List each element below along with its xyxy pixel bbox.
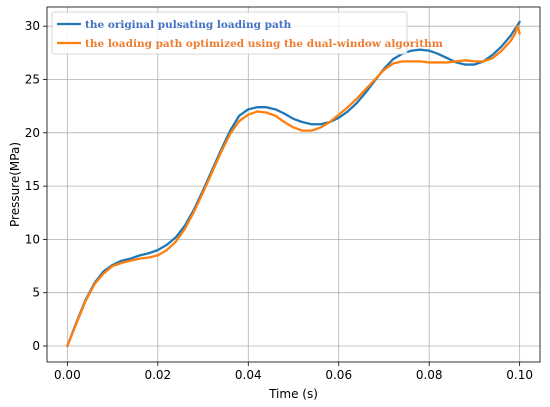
x-axis-title: Time (s) xyxy=(268,387,318,401)
legend: the original pulsating loading path the … xyxy=(51,11,443,55)
x-tick-label: 0.02 xyxy=(144,368,171,382)
plot-area-frame xyxy=(46,6,541,363)
x-tick-label: 0.00 xyxy=(54,368,81,382)
y-tick-label: 0 xyxy=(32,339,40,353)
y-tick-label: 30 xyxy=(25,19,40,33)
series-line-original xyxy=(66,20,521,348)
axis-ticks: 0.00 0.02 0.04 0.06 0.08 0.10 0 5 10 15 20 25 30 xyxy=(25,19,533,382)
y-tick-label: 5 xyxy=(32,286,40,300)
x-tick-label: 0.06 xyxy=(325,368,352,382)
y-axis-title: Pressure(MPa) xyxy=(8,142,22,227)
legend-box xyxy=(51,11,408,55)
series-layer xyxy=(66,20,521,348)
x-tick-label: 0.08 xyxy=(416,368,443,382)
x-tick-label: 0.10 xyxy=(506,368,533,382)
x-tick-label: 0.04 xyxy=(235,368,262,382)
series-line-optimized xyxy=(66,25,521,348)
y-tick-label: 20 xyxy=(25,126,40,140)
y-tick-label: 25 xyxy=(25,72,40,86)
legend-label-original: the original pulsating loading path xyxy=(85,19,292,31)
y-tick-label: 15 xyxy=(25,179,40,193)
legend-label-optimized: the loading path optimized using the dua… xyxy=(85,38,443,50)
y-tick-label: 10 xyxy=(25,232,40,246)
